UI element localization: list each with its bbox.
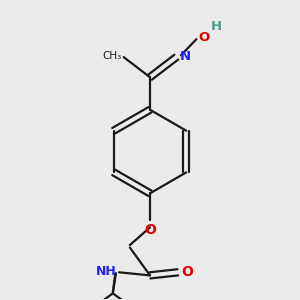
Text: O: O bbox=[181, 265, 193, 279]
Text: NH: NH bbox=[96, 265, 117, 278]
Text: O: O bbox=[144, 224, 156, 237]
Text: N: N bbox=[180, 50, 191, 63]
Text: O: O bbox=[198, 31, 209, 44]
Text: CH₃: CH₃ bbox=[102, 51, 121, 61]
Text: H: H bbox=[210, 20, 221, 33]
